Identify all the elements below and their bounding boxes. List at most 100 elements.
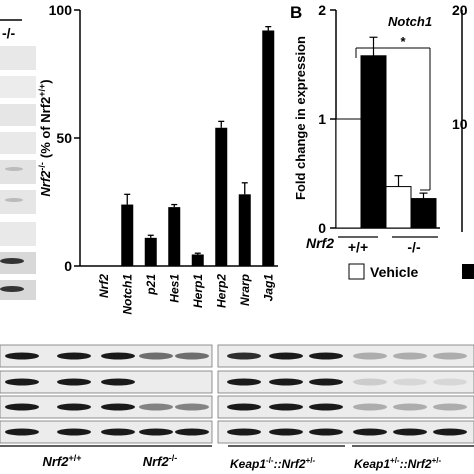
legend-vehicle-swatch xyxy=(348,263,365,280)
blot-label-keap-het-gene: Keap1 xyxy=(354,457,390,471)
blot-label-keap-het: Keap1+/-::Nrf2+/- xyxy=(354,456,441,471)
a-bar-herp2 xyxy=(215,127,228,266)
legend-vehicle-label: Vehicle xyxy=(370,264,418,280)
blot-panel-1-row-0 xyxy=(217,344,474,368)
blot-band xyxy=(393,403,427,411)
b-bar-s1-g1 xyxy=(410,198,437,229)
a-ylabel-sup2: +/+ xyxy=(37,84,47,97)
blot-band xyxy=(269,403,303,411)
blot-panel-1-row-2 xyxy=(217,395,474,419)
blot-panel-1-row-3 xyxy=(217,420,474,444)
blot-band xyxy=(269,378,303,386)
blot-band xyxy=(269,352,303,360)
blot-label-keap-ko: Keap1-/-::Nrf2+/- xyxy=(230,456,315,471)
blot-band xyxy=(227,378,261,386)
b-group-label-wt: +/+ xyxy=(348,239,368,255)
b-ytick-2: 2 xyxy=(318,2,326,18)
a-category-herp1: Herp1 xyxy=(191,274,205,308)
a-bars xyxy=(121,25,275,267)
blot-band xyxy=(393,428,427,436)
a-bar-jag1 xyxy=(262,30,275,267)
blot-band xyxy=(5,352,39,360)
blot-label-wt: Nrf2+/+ xyxy=(42,453,81,469)
blot-band xyxy=(393,378,427,386)
blot-band xyxy=(353,403,387,411)
panel-b-label: B xyxy=(290,3,302,22)
b-ytick-0: 0 xyxy=(318,220,326,236)
blot-label-wt-sup: +/+ xyxy=(69,453,82,463)
blot-label-ko: Nrf2-/- xyxy=(143,453,178,469)
a-ylabel-rest: (% of Nrf2 xyxy=(38,97,53,158)
blot-band xyxy=(5,428,39,436)
left-blot-strip: -/- xyxy=(0,19,36,300)
a-category-herp2: Herp2 xyxy=(214,274,228,308)
blot-label-keap-ko-sup2: +/- xyxy=(306,456,316,465)
blot-band xyxy=(5,378,39,386)
blot-band xyxy=(175,403,209,411)
blot-label-keap-het-sup: +/- xyxy=(390,456,400,465)
panel-a-chart: -/- 100 50 0 Nrf2-/-(% of Nrf2+/+) xyxy=(0,2,278,315)
blot-label-ko-sup: -/- xyxy=(169,453,178,463)
blot-band xyxy=(227,428,261,436)
blot-band xyxy=(433,403,467,411)
a-category-nrarp: Nrarp xyxy=(238,274,252,306)
blot-band xyxy=(227,352,261,360)
a-ytick-100: 100 xyxy=(49,2,73,18)
legend-treated-swatch xyxy=(462,264,474,279)
a-ytick-0: 0 xyxy=(64,258,72,274)
a-bar-p21 xyxy=(144,237,157,266)
b-bars xyxy=(335,36,437,229)
blot-label-wt-gene: Nrf2 xyxy=(42,454,69,469)
blot-band xyxy=(227,403,261,411)
blot-band xyxy=(5,403,39,411)
blot-band xyxy=(433,378,467,386)
b-bar-s0-g0 xyxy=(335,118,362,229)
blot-band xyxy=(57,378,91,386)
a-bar-hes1 xyxy=(168,207,181,266)
a-ytick-50: 50 xyxy=(56,130,72,146)
blot-band xyxy=(57,352,91,360)
blot-band xyxy=(101,352,135,360)
blot-band xyxy=(269,428,303,436)
blot-genotype-labels: Nrf2+/+ Nrf2-/- Keap1-/-::Nrf2+/- Keap1+… xyxy=(0,445,474,471)
blot-band xyxy=(393,352,427,360)
b-y-axis-label: Fold change in expression xyxy=(293,36,308,200)
blot-band xyxy=(353,352,387,360)
b-significance-star: * xyxy=(400,34,406,49)
blot-band xyxy=(101,378,135,386)
blot-band xyxy=(353,428,387,436)
blot-band xyxy=(139,428,173,436)
blot-label-ko-gene: Nrf2 xyxy=(143,454,170,469)
a-category-p21: p21 xyxy=(144,274,158,296)
blot-label-keap-ko-gene: Keap1 xyxy=(230,457,266,471)
a-ylabel-close: ) xyxy=(38,79,53,83)
blot-band xyxy=(309,352,343,360)
a-ylabel-sup: -/- xyxy=(37,162,47,171)
b-group-axis-label: Nrf2 xyxy=(306,235,334,251)
blot-band xyxy=(309,428,343,436)
a-bar-nrarp xyxy=(238,194,251,266)
b-bar-s1-g0 xyxy=(360,55,387,229)
blot-label-keap-het-sup2: +/- xyxy=(432,456,442,465)
b-ytick-1: 1 xyxy=(318,111,326,127)
blot-band xyxy=(433,428,467,436)
a-category-labels: Nrf2 Notch1 p21 Hes1 Herp1 Herp2 Nrarp Jag1 xyxy=(97,274,276,315)
blot-genotype-label: -/- xyxy=(2,25,16,41)
a-category-notch1: Notch1 xyxy=(120,274,134,315)
blot-label-keap-het-nrf2: ::Nrf2 xyxy=(400,457,432,471)
blot-band xyxy=(139,352,173,360)
blot-panel-1-row-1 xyxy=(217,370,474,394)
blot-band xyxy=(309,403,343,411)
blot-band xyxy=(57,403,91,411)
a-bar-notch1 xyxy=(121,204,134,266)
b-bar-s0-g1 xyxy=(385,186,412,229)
blot-band xyxy=(101,403,135,411)
panel-b-chart: B Notch1 2 1 0 Fold change in expression… xyxy=(290,2,474,280)
blot-label-keap-ko-nrf2: ::Nrf2 xyxy=(274,457,306,471)
a-category-jag1: Jag1 xyxy=(261,274,275,302)
blot-band xyxy=(139,403,173,411)
panel-b-title: Notch1 xyxy=(388,14,432,29)
right-ytick-10: 10 xyxy=(452,116,468,132)
blot-band xyxy=(175,428,209,436)
